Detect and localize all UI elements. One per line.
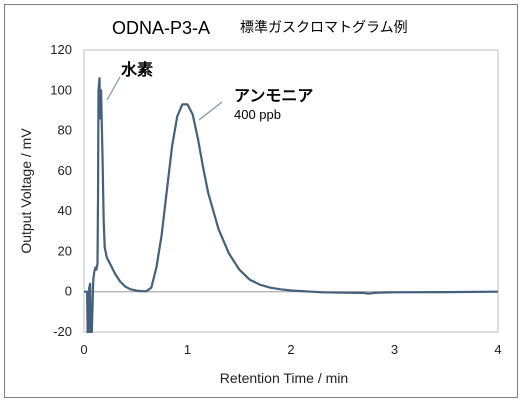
ammonia-leader-line: [198, 101, 223, 121]
y-tick-label: 120: [50, 42, 72, 57]
plot-area: [83, 49, 499, 333]
y-tick-label: 40: [58, 203, 72, 218]
x-axis-label: Retention Time / min: [220, 370, 348, 386]
y-tick-label: -20: [53, 324, 72, 339]
x-tick-label: 4: [494, 342, 501, 357]
y-tick-label: 20: [58, 243, 72, 258]
ammonia-label: アンモニア: [234, 86, 313, 105]
y-axis-label: Output Voltage / mV: [18, 128, 34, 254]
x-tick-label: 0: [80, 342, 87, 357]
x-tick-label: 2: [287, 342, 294, 357]
y-tick-label: 60: [58, 163, 72, 178]
y-tick-label: 100: [50, 82, 72, 97]
chart-subtitle: 標準ガスクロマトグラム例: [240, 20, 408, 36]
x-tick-label: 1: [184, 342, 191, 357]
x-tick-label: 3: [391, 342, 398, 357]
hydrogen-leader-line: [106, 76, 121, 101]
concentration-label: 400 ppb: [234, 107, 281, 122]
y-tick-label: 0: [65, 284, 72, 299]
hydrogen-label: 水素: [121, 60, 153, 79]
y-axis-ticks: -20 0 20 40 60 80 100 120: [50, 42, 72, 339]
x-axis-ticks: 0 1 2 3 4: [80, 342, 501, 357]
series-line: [84, 77, 499, 334]
y-tick-label: 80: [58, 123, 72, 138]
chart-title: ODNA-P3-A: [112, 18, 210, 38]
